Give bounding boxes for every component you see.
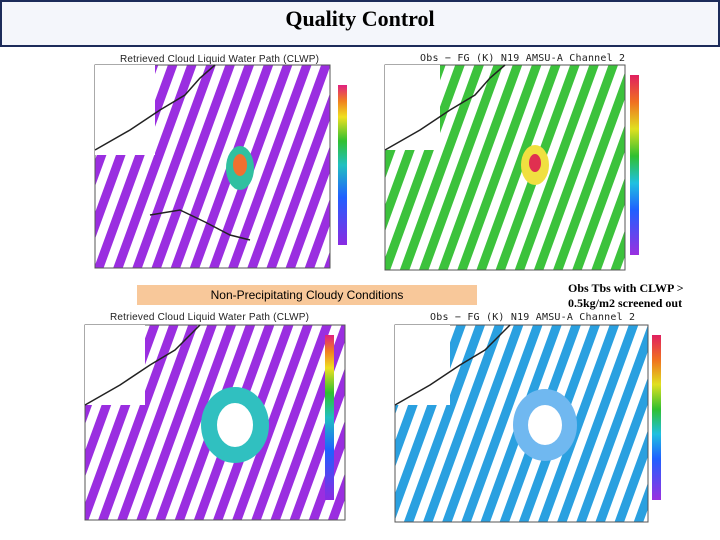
map-omf-bottom bbox=[394, 324, 661, 523]
note: Obs Tbs with CLWP > 0.5kg/m2 screened ou… bbox=[568, 281, 684, 310]
panel-caption: Retrieved Cloud Liquid Water Path (CLWP) bbox=[110, 312, 310, 323]
map-omf-top bbox=[384, 64, 639, 271]
map-clwp-top bbox=[94, 64, 347, 269]
panel-caption: Retrieved Cloud Liquid Water Path (CLWP) bbox=[120, 54, 320, 65]
map-clwp-bottom bbox=[84, 324, 346, 521]
panel-caption: Obs − FG (K) N19 AMSU-A Channel 2 bbox=[420, 53, 626, 64]
title: Quality Control bbox=[285, 6, 435, 31]
title-box bbox=[0, 0, 720, 47]
banner: Non-Precipitating Cloudy Conditions bbox=[137, 285, 477, 305]
panel-caption: Obs − FG (K) N19 AMSU-A Channel 2 bbox=[430, 312, 636, 323]
